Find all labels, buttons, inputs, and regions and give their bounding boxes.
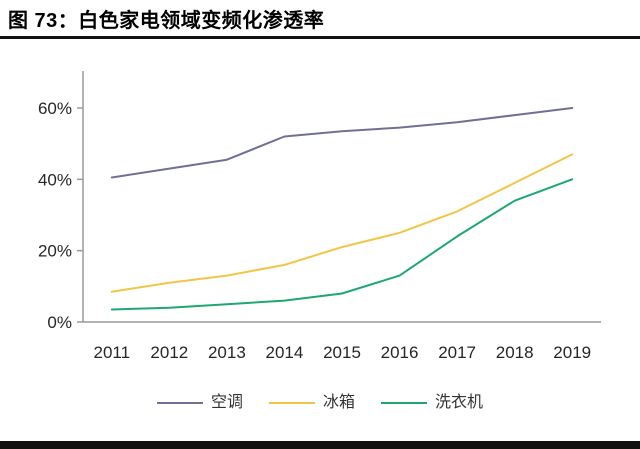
y-tick-label: 20% [38,242,72,261]
series-line-2 [110,178,574,311]
y-tick-label: 40% [38,170,72,189]
x-tick-label: 2018 [496,343,534,362]
series-line-1 [110,153,574,293]
x-tick-label: 2016 [381,343,419,362]
line-chart: 0% 20% 40% 60% 2011 2012 2013 2014 2015 2016 2017 2… [38,71,601,362]
legend-line-swatch-washing-machine [381,402,427,404]
x-tick-label: 2019 [553,343,591,362]
legend-line-swatch-air-conditioner [156,402,203,404]
legend-line-swatch-refrigerator [268,402,315,404]
legend-item-washing-machine: 洗衣机 [381,395,483,411]
x-tick-label: 2014 [266,343,304,362]
legend-label-washing-machine: 洗衣机 [435,394,484,411]
legend-item-air-conditioner: 空调 [156,394,243,411]
x-tick-label: 2015 [323,343,361,362]
x-tick-label: 2013 [208,343,246,362]
bottom-bar [0,441,640,449]
y-tick-label: 0% [47,313,72,332]
x-tick-label: 2012 [150,343,188,362]
x-tick-label: 2017 [438,343,476,362]
y-tick-label: 60% [38,99,72,118]
chart-legend: 空调 冰箱 洗衣机 [0,390,640,416]
figure-title: 图 73：白色家电领域变频化渗透率 [8,10,325,32]
legend-item-refrigerator: 冰箱 [268,394,355,411]
legend-label-refrigerator: 冰箱 [322,394,355,411]
legend-label-air-conditioner: 空调 [210,394,243,411]
series-line-0 [110,107,574,179]
title-underline [0,36,640,39]
x-tick-label: 2011 [93,343,130,362]
